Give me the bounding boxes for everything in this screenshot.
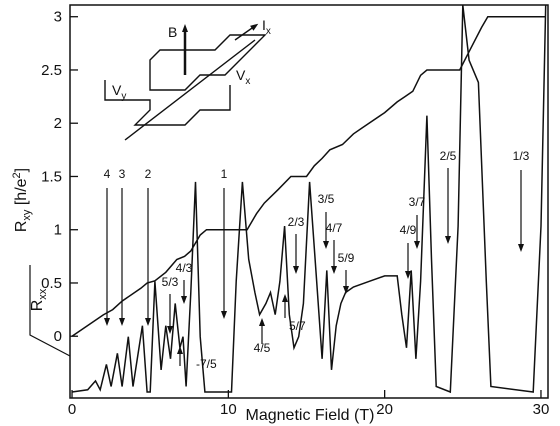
annotation: 4 xyxy=(104,167,111,181)
annotation: 5/3 xyxy=(162,275,179,289)
annotation: 3/7 xyxy=(409,195,426,209)
x-tick-label: 0 xyxy=(68,401,76,418)
rxx-label-part: R xyxy=(29,300,46,312)
annotation: 2 xyxy=(145,167,152,181)
inset-label: Ix xyxy=(262,17,271,37)
x-tick-label: 30 xyxy=(533,401,550,418)
y-label-part: xy xyxy=(21,209,33,221)
y-label-part: R xyxy=(13,221,30,233)
x-tick-label: 20 xyxy=(376,401,393,418)
annotation: 4/7 xyxy=(326,221,343,235)
inset-label: B xyxy=(168,24,177,40)
annotation: 2/3 xyxy=(288,215,305,229)
y-tick-label: 1.5 xyxy=(41,168,62,185)
inset-label-part: V xyxy=(112,82,122,98)
y-tick-label: 0.5 xyxy=(41,275,62,292)
inset-label-part: I xyxy=(262,17,266,33)
series-line xyxy=(71,5,547,394)
rxx-axis-bracket xyxy=(29,265,71,357)
rxx-label-part: xx xyxy=(37,288,49,300)
y-label-part: [h/e xyxy=(13,178,30,209)
series-line xyxy=(71,15,546,337)
inset-label-part: V xyxy=(236,67,246,83)
x-tick-label: 10 xyxy=(220,401,237,418)
y-tick-label: 0 xyxy=(54,328,62,345)
inset-label: Vx xyxy=(236,67,250,87)
x-axis-label: Magnetic Field (T) xyxy=(246,407,375,424)
annotation: -7/5 xyxy=(196,357,217,371)
annotation: 1/3 xyxy=(513,149,530,163)
annotation: 5/7 xyxy=(289,319,306,333)
annotation: 4/9 xyxy=(400,223,417,237)
annotation: 5/9 xyxy=(338,251,355,265)
annotation: 3/5 xyxy=(318,192,335,206)
y-label-part: ] xyxy=(13,168,30,172)
annotation: 4/3 xyxy=(176,261,193,275)
y-tick-label: 2 xyxy=(54,115,62,132)
annotation: 1 xyxy=(221,167,228,181)
y-label-part: 2 xyxy=(11,172,23,178)
annotation: 3 xyxy=(119,167,126,181)
inset-current-line xyxy=(124,39,256,141)
rxx-label: Rxx xyxy=(29,288,49,311)
inset-bar xyxy=(104,80,231,126)
inset-label: Vy xyxy=(112,82,126,102)
y-tick-label: 3 xyxy=(54,9,62,26)
annotation: 4/5 xyxy=(254,341,271,355)
inset-i-arrow xyxy=(234,23,259,41)
inset-label-part: y xyxy=(121,91,126,102)
y-tick-label: 2.5 xyxy=(41,62,62,79)
inset-label-part: x xyxy=(266,26,271,37)
inset-bar-top xyxy=(149,34,267,91)
inset-sketch xyxy=(104,23,267,141)
inset-label-part: x xyxy=(245,76,250,87)
y-axis-label: Rxy [h/e2] xyxy=(11,168,33,232)
y-tick-label: 1 xyxy=(54,222,62,239)
annotation: 2/5 xyxy=(440,149,457,163)
plot-frame xyxy=(69,4,549,399)
